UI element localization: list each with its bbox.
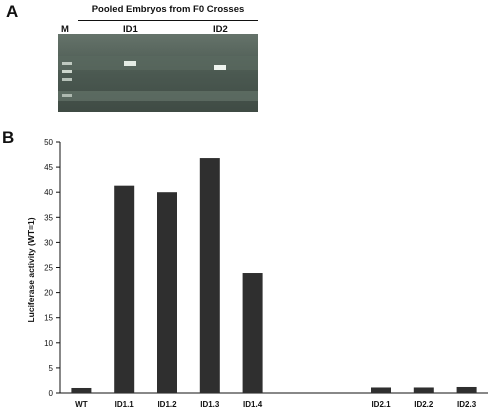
marker-band-1 — [62, 62, 72, 65]
id1-band — [124, 61, 136, 66]
bar — [71, 387, 92, 393]
y-axis-title: Luciferase activity (WT=1) — [26, 217, 36, 322]
y-tick-label: 10 — [44, 339, 53, 348]
id2-band — [214, 65, 226, 70]
bar — [242, 273, 263, 393]
x-labels: WT ID1.1 ID1.2 ID1.3 ID1.4 ID2.1 ID2.2 ID2.3 — [75, 400, 477, 409]
x-category-label: ID1.2 — [157, 400, 177, 409]
marker-band-3 — [62, 78, 72, 81]
y-tick-label: 45 — [44, 163, 53, 172]
x-category-label: ID2.2 — [414, 400, 434, 409]
bars — [71, 158, 477, 393]
lane-label-id2: ID2 — [213, 24, 228, 35]
gel-image — [58, 34, 258, 112]
x-category-label: ID2.3 — [457, 400, 477, 409]
y-tick-label: 35 — [44, 213, 53, 222]
y-tick-label: 5 — [49, 364, 54, 373]
marker-band-4 — [62, 94, 72, 97]
lane-label-id1: ID1 — [123, 24, 138, 35]
gel-title-underline — [78, 20, 258, 21]
y-tick-label: 50 — [44, 138, 53, 147]
y-tick-label: 40 — [44, 188, 53, 197]
gel-smear-upper — [58, 56, 258, 70]
x-category-label: ID2.1 — [371, 400, 391, 409]
y-tick-label: 15 — [44, 314, 53, 323]
gel-title: Pooled Embryos from F0 Crosses — [91, 4, 245, 15]
lane-label-marker: M — [61, 24, 69, 35]
bar — [157, 192, 177, 393]
x-category-label: ID1.3 — [200, 400, 220, 409]
panel-b-letter: B — [2, 128, 15, 147]
y-tick-label: 25 — [44, 264, 53, 273]
bar — [199, 158, 220, 393]
bar — [114, 185, 135, 393]
x-category-label: ID1.1 — [115, 400, 135, 409]
gel-smear-lower — [58, 91, 258, 101]
y-tick-label: 0 — [49, 389, 54, 398]
y-tick-label: 30 — [44, 238, 53, 247]
marker-band-2 — [62, 70, 72, 73]
y-ticks: 0 5 10 15 20 25 30 35 40 45 50 — [44, 138, 60, 398]
gel-image-graphic — [58, 34, 258, 112]
y-tick-label: 20 — [44, 289, 53, 298]
x-category-label: ID1.4 — [243, 400, 263, 409]
bar — [456, 386, 477, 393]
x-category-label: WT — [75, 400, 88, 409]
panel-a-letter: A — [6, 2, 19, 21]
bar — [371, 387, 391, 393]
bar — [413, 387, 434, 393]
